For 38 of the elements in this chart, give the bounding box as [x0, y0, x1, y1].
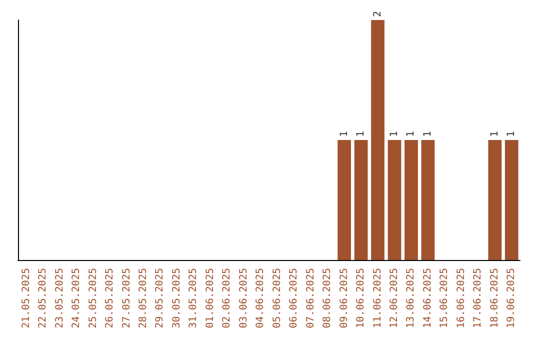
x-tick-label: 23.05.2025	[54, 268, 66, 328]
x-tick-label: 17.06.2025	[472, 268, 484, 328]
x-tick-label: 01.06.2025	[204, 268, 216, 328]
data-label: 1	[489, 130, 500, 137]
x-tick-label: 15.06.2025	[439, 268, 450, 328]
x-tick-label: 29.05.2025	[154, 268, 166, 328]
x-tick-label: 16.06.2025	[456, 268, 467, 328]
x-tick-label: 13.06.2025	[406, 268, 417, 328]
x-tick-label: 27.05.2025	[121, 268, 132, 328]
x-tick-label: 11.06.2025	[372, 268, 384, 328]
x-tick-label: 14.06.2025	[422, 268, 434, 328]
x-tick-label: 04.06.2025	[255, 268, 266, 328]
x-tick-label: 12.06.2025	[389, 268, 400, 328]
x-tick-label: 10.06.2025	[356, 268, 367, 328]
x-tick-label: 02.06.2025	[222, 268, 233, 328]
x-tick-label: 08.06.2025	[322, 268, 334, 328]
x-tick-label: 07.06.2025	[305, 268, 316, 328]
x-tick-label: 28.05.2025	[138, 268, 149, 328]
x-tick-label: 22.05.2025	[38, 268, 49, 328]
x-tick-label: 03.06.2025	[238, 268, 250, 328]
data-label: 1	[406, 130, 417, 137]
x-tick-label: 24.05.2025	[71, 268, 82, 328]
x-tick-label: 31.05.2025	[188, 268, 200, 328]
x-tick-label: 19.06.2025	[506, 268, 518, 328]
x-tick-label: 06.06.2025	[288, 268, 300, 328]
data-label: 2	[372, 10, 384, 17]
data-label: 1	[338, 130, 350, 137]
x-tick-label: 18.06.2025	[489, 268, 500, 328]
x-tick-label: 30.05.2025	[171, 268, 182, 328]
data-label: 1	[356, 130, 367, 137]
data-label: 1	[506, 130, 518, 137]
x-tick-label: 25.05.2025	[88, 268, 99, 328]
data-label: 1	[422, 130, 434, 137]
x-tick-label: 21.05.2025	[20, 268, 32, 328]
x-tick-label: 05.06.2025	[272, 268, 283, 328]
data-label: 1	[389, 130, 400, 137]
x-tick-label: 26.05.2025	[104, 268, 116, 328]
x-tick-label: 09.06.2025	[338, 268, 350, 328]
